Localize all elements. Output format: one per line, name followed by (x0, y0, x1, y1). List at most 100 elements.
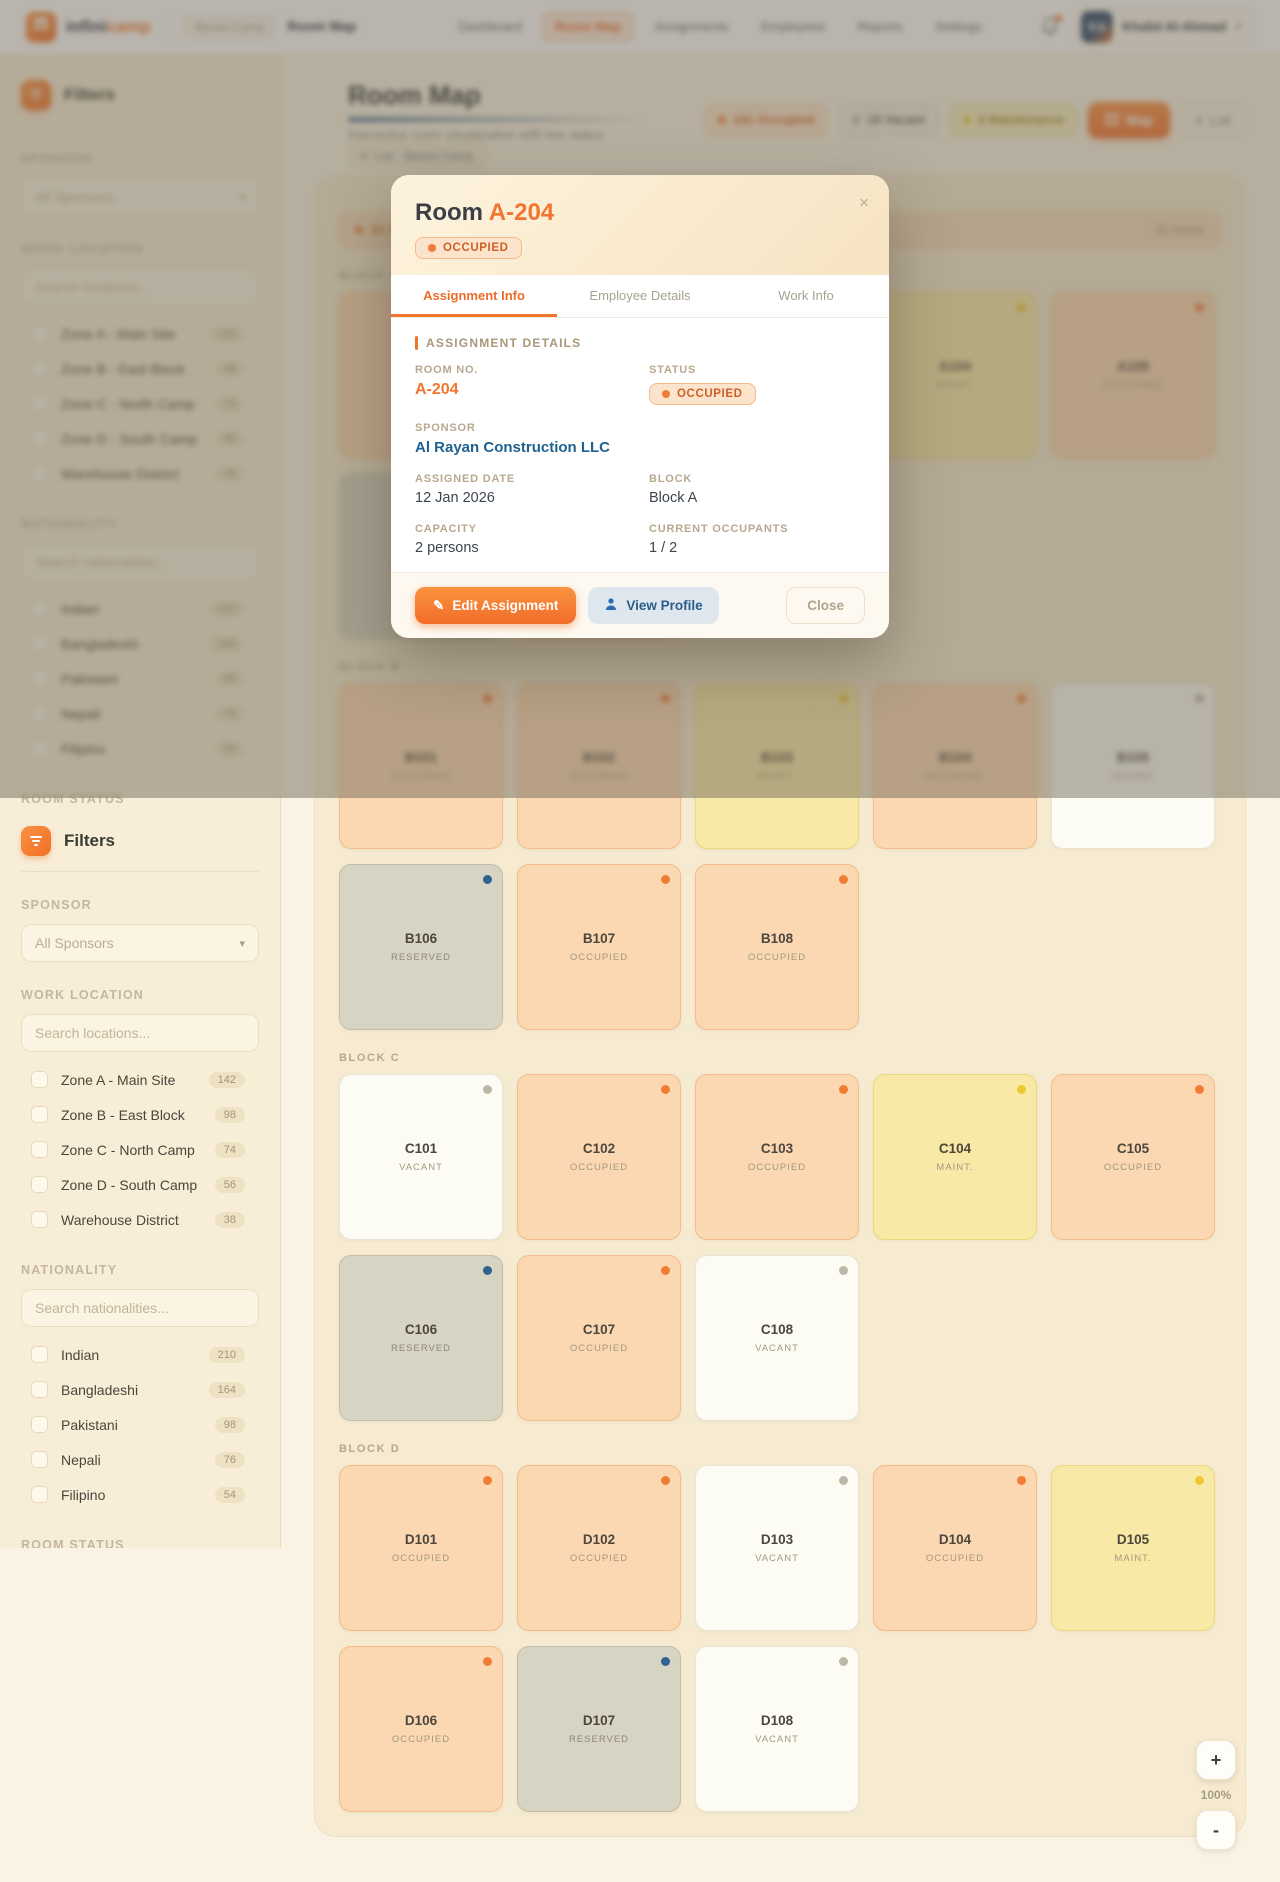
status-dot-icon (662, 390, 670, 398)
block-c-grid: C101 VACANT C102 OCCUPIED C103 OCCUPIED … (339, 1074, 1221, 1421)
block-label: BLOCK D (339, 1443, 401, 1455)
checkbox[interactable] (31, 1486, 48, 1503)
filters-title: Filters (64, 831, 116, 850)
room-status-dot-icon (839, 875, 848, 884)
zone-filter-row[interactable]: Zone B - East Block 98 (21, 1097, 259, 1132)
filter-icon (21, 826, 51, 856)
checkbox[interactable] (31, 1106, 48, 1123)
filter-panel: Filters SPONSOR All Sponsors ▾ WORK LOCAT… (0, 812, 280, 1548)
room-status-dot-icon (661, 1266, 670, 1275)
room-card[interactable]: D102 OCCUPIED (517, 1465, 681, 1631)
room-card[interactable]: D105 MAINT. (1051, 1465, 1215, 1631)
zone-filter-row[interactable]: Zone A - Main Site 142 (21, 1062, 259, 1097)
checkbox[interactable] (31, 1141, 48, 1158)
nationality-filter-row[interactable]: Indian 210 (21, 1337, 259, 1372)
count-badge: 164 (208, 1381, 245, 1398)
room-status-dot-icon (1195, 1085, 1204, 1094)
block-d-grid: D101 OCCUPIED D102 OCCUPIED D103 VACANT … (339, 1465, 1221, 1812)
block-c-section: BLOCK C C101 VACANT C102 OCCUPIED C103 O… (339, 1052, 1221, 1421)
room-card[interactable]: B108 OCCUPIED (695, 864, 859, 1030)
checkbox[interactable] (31, 1176, 48, 1193)
checkbox[interactable] (31, 1071, 48, 1088)
nationality-filter-row[interactable]: Nepali 76 (21, 1442, 259, 1477)
zone-filter-row[interactable]: Zone C - North Camp 74 (21, 1132, 259, 1167)
room-status-dot-icon (661, 1476, 670, 1485)
room-card[interactable]: C104 MAINT. (873, 1074, 1037, 1240)
close-button[interactable]: Close (786, 587, 865, 624)
checkbox[interactable] (31, 1451, 48, 1468)
room-status-dot-icon (1017, 1476, 1026, 1485)
room-card[interactable]: D104 OCCUPIED (873, 1465, 1037, 1631)
count-badge: 98 (214, 1416, 245, 1433)
count-badge: 38 (214, 1211, 245, 1228)
section-title: ASSIGNMENT DETAILS (426, 336, 582, 350)
field-block: BLOCK Block A (649, 473, 698, 506)
room-card[interactable]: C107 OCCUPIED (517, 1255, 681, 1421)
field-occupants: CURRENT OCCUPANTS 1 / 2 (649, 523, 789, 556)
zoom-in-button[interactable]: + (1196, 1740, 1236, 1780)
room-card[interactable]: D108 VACANT (695, 1646, 859, 1812)
room-status-dot-icon (661, 1657, 670, 1666)
checkbox[interactable] (31, 1381, 48, 1398)
sponsor-label: SPONSOR (21, 898, 92, 912)
modal-body: ASSIGNMENT DETAILS ROOM NO. A-204 STATUS… (391, 318, 889, 572)
room-status-dot-icon (483, 1657, 492, 1666)
checkbox[interactable] (31, 1346, 48, 1363)
count-badge: 54 (214, 1486, 245, 1503)
room-status-dot-icon (1017, 1085, 1026, 1094)
modal-tab[interactable]: Employee Details (589, 288, 691, 303)
room-status-dot-icon (483, 1476, 492, 1485)
room-card[interactable]: C103 OCCUPIED (695, 1074, 859, 1240)
room-card[interactable]: C105 OCCUPIED (1051, 1074, 1215, 1240)
nationality-filter-row[interactable]: Bangladeshi 164 (21, 1372, 259, 1407)
zoom-level: 100% (1200, 1788, 1232, 1802)
sponsor-select[interactable]: All Sponsors ▾ (21, 924, 259, 962)
modal-tab[interactable]: Work Info (778, 288, 834, 303)
room-card[interactable]: C101 VACANT (339, 1074, 503, 1240)
count-badge: 56 (214, 1176, 245, 1193)
status-dot-icon (428, 244, 436, 252)
room-card[interactable]: D107 RESERVED (517, 1646, 681, 1812)
checkbox[interactable] (31, 1416, 48, 1433)
room-card[interactable]: B106 RESERVED (339, 864, 503, 1030)
nationality-search-input[interactable] (21, 1289, 259, 1327)
nationality-filter-row[interactable]: Filipino 54 (21, 1477, 259, 1512)
room-card[interactable]: C106 RESERVED (339, 1255, 503, 1421)
view-profile-button[interactable]: View Profile (588, 587, 719, 624)
modal-header: Room A-204 × OCCUPIED (391, 175, 889, 275)
status-badge: OCCUPIED (649, 383, 756, 405)
room-status-dot-icon (483, 875, 492, 884)
work-location-label: WORK LOCATION (21, 988, 144, 1002)
field-capacity: CAPACITY 2 persons (415, 523, 479, 556)
field-status: STATUS OCCUPIED (649, 364, 865, 405)
field-sponsor: SPONSOR Al Rayan Construction LLC (415, 422, 611, 456)
nationality-filter-row[interactable]: Pakistani 98 (21, 1407, 259, 1442)
edit-assignment-button[interactable]: ✎ Edit Assignment (415, 587, 577, 624)
location-search-input[interactable] (21, 1014, 259, 1052)
close-icon[interactable]: × (859, 193, 869, 212)
room-card[interactable]: D106 OCCUPIED (339, 1646, 503, 1812)
room-card[interactable]: B107 OCCUPIED (517, 864, 681, 1030)
count-badge: 142 (208, 1071, 245, 1088)
modal-tabs: Assignment Info Employee Details Work Info (391, 275, 889, 318)
zone-filter-row[interactable]: Zone D - South Camp 56 (21, 1167, 259, 1202)
block-d-section: BLOCK D D101 OCCUPIED D102 OCCUPIED D103… (339, 1443, 1221, 1812)
room-status-dot-icon (839, 1085, 848, 1094)
zone-list: Zone A - Main Site 142 Zone B - East Blo… (21, 1062, 259, 1237)
zoom-out-button[interactable]: - (1196, 1810, 1236, 1850)
checkbox[interactable] (31, 1211, 48, 1228)
count-badge: 98 (214, 1106, 245, 1123)
block-label: BLOCK C (339, 1052, 401, 1064)
chevron-down-icon: ▾ (239, 937, 245, 950)
room-card[interactable]: D101 OCCUPIED (339, 1465, 503, 1631)
room-card[interactable]: D103 VACANT (695, 1465, 859, 1631)
room-card[interactable]: C108 VACANT (695, 1255, 859, 1421)
room-status-dot-icon (839, 1476, 848, 1485)
room-status-dot-icon (661, 875, 670, 884)
room-card[interactable]: C102 OCCUPIED (517, 1074, 681, 1240)
count-badge: 210 (208, 1346, 245, 1363)
room-status-dot-icon (483, 1266, 492, 1275)
modal-tab[interactable]: Assignment Info (391, 275, 557, 317)
zone-filter-row[interactable]: Warehouse District 38 (21, 1202, 259, 1237)
pencil-icon: ✎ (433, 597, 445, 613)
